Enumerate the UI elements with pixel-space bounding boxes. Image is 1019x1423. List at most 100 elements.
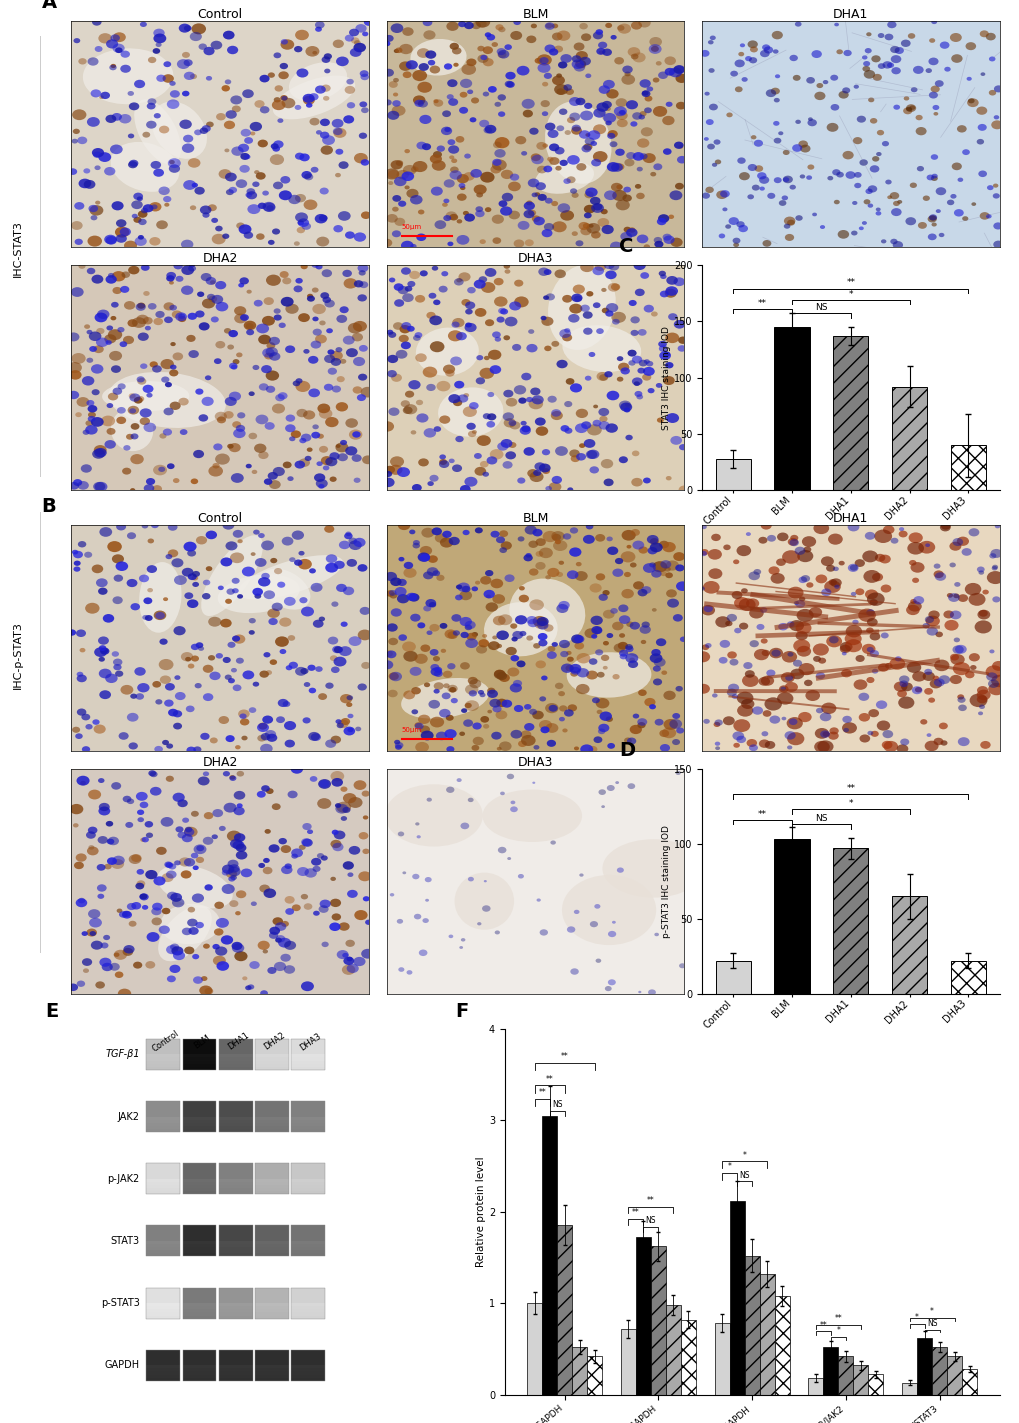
Circle shape — [483, 879, 486, 882]
Circle shape — [620, 551, 635, 562]
Circle shape — [586, 450, 599, 460]
Circle shape — [84, 168, 91, 174]
Circle shape — [126, 798, 135, 804]
Bar — [146, 1241, 179, 1244]
Circle shape — [412, 484, 422, 491]
Circle shape — [128, 854, 142, 864]
Circle shape — [447, 98, 458, 105]
Circle shape — [893, 682, 907, 692]
Circle shape — [330, 359, 340, 366]
Circle shape — [191, 478, 198, 484]
Circle shape — [477, 922, 481, 925]
Circle shape — [480, 55, 487, 60]
Circle shape — [575, 98, 585, 105]
Bar — [182, 1369, 216, 1372]
Circle shape — [195, 310, 205, 317]
Circle shape — [969, 665, 975, 670]
Circle shape — [266, 205, 273, 211]
Circle shape — [571, 232, 578, 236]
Circle shape — [406, 593, 417, 601]
Circle shape — [540, 316, 546, 320]
Bar — [182, 1163, 216, 1194]
Circle shape — [979, 73, 984, 75]
Circle shape — [417, 552, 430, 562]
Circle shape — [736, 736, 745, 743]
Circle shape — [260, 744, 272, 753]
Circle shape — [228, 864, 239, 872]
Circle shape — [853, 182, 860, 188]
Circle shape — [737, 704, 753, 717]
Circle shape — [852, 619, 858, 625]
Circle shape — [110, 34, 120, 41]
Circle shape — [98, 807, 110, 815]
Circle shape — [469, 117, 476, 122]
Circle shape — [408, 380, 420, 390]
Circle shape — [86, 831, 96, 838]
Circle shape — [329, 351, 342, 360]
Circle shape — [605, 90, 619, 98]
Circle shape — [489, 699, 500, 707]
Circle shape — [527, 619, 538, 628]
Circle shape — [151, 161, 161, 169]
Bar — [182, 1225, 216, 1257]
Circle shape — [414, 332, 422, 339]
Bar — [219, 1191, 253, 1194]
Bar — [255, 1254, 288, 1257]
Ellipse shape — [139, 562, 181, 633]
Circle shape — [394, 741, 404, 748]
Circle shape — [581, 421, 591, 428]
Circle shape — [344, 232, 355, 239]
Bar — [146, 1039, 179, 1070]
Bar — [291, 1315, 325, 1319]
Bar — [291, 1163, 325, 1194]
Circle shape — [446, 746, 454, 753]
Circle shape — [154, 610, 166, 620]
Circle shape — [424, 877, 431, 882]
Circle shape — [570, 670, 578, 677]
Ellipse shape — [160, 904, 220, 943]
Circle shape — [492, 238, 500, 243]
Circle shape — [347, 872, 354, 877]
Circle shape — [429, 602, 436, 608]
Circle shape — [141, 265, 150, 270]
Circle shape — [168, 524, 177, 531]
Bar — [219, 1288, 253, 1319]
Circle shape — [218, 169, 231, 179]
Circle shape — [127, 319, 138, 327]
Circle shape — [538, 720, 551, 730]
Circle shape — [823, 581, 840, 593]
Circle shape — [924, 544, 929, 546]
Circle shape — [675, 771, 680, 776]
Circle shape — [221, 85, 229, 91]
Text: *: * — [836, 1326, 840, 1335]
Circle shape — [531, 215, 540, 222]
Circle shape — [615, 111, 627, 120]
Circle shape — [606, 785, 614, 791]
Circle shape — [482, 91, 489, 97]
Circle shape — [713, 720, 722, 726]
Circle shape — [515, 615, 527, 625]
Circle shape — [311, 166, 318, 172]
Circle shape — [319, 188, 328, 195]
Circle shape — [409, 529, 415, 534]
Bar — [219, 1185, 253, 1188]
Circle shape — [358, 871, 371, 881]
Circle shape — [269, 932, 278, 939]
Bar — [219, 1101, 253, 1133]
Text: DHA3: DHA3 — [299, 1032, 323, 1052]
Circle shape — [829, 74, 838, 81]
Circle shape — [238, 225, 252, 235]
Circle shape — [138, 219, 147, 225]
Circle shape — [907, 33, 914, 38]
Circle shape — [344, 85, 355, 94]
Bar — [255, 1039, 288, 1070]
Circle shape — [320, 131, 329, 138]
Circle shape — [881, 61, 892, 68]
Bar — [255, 1067, 288, 1070]
Circle shape — [576, 653, 590, 663]
Circle shape — [600, 209, 607, 215]
Circle shape — [261, 573, 269, 579]
Circle shape — [449, 43, 459, 50]
Circle shape — [603, 191, 616, 201]
Circle shape — [323, 53, 331, 60]
